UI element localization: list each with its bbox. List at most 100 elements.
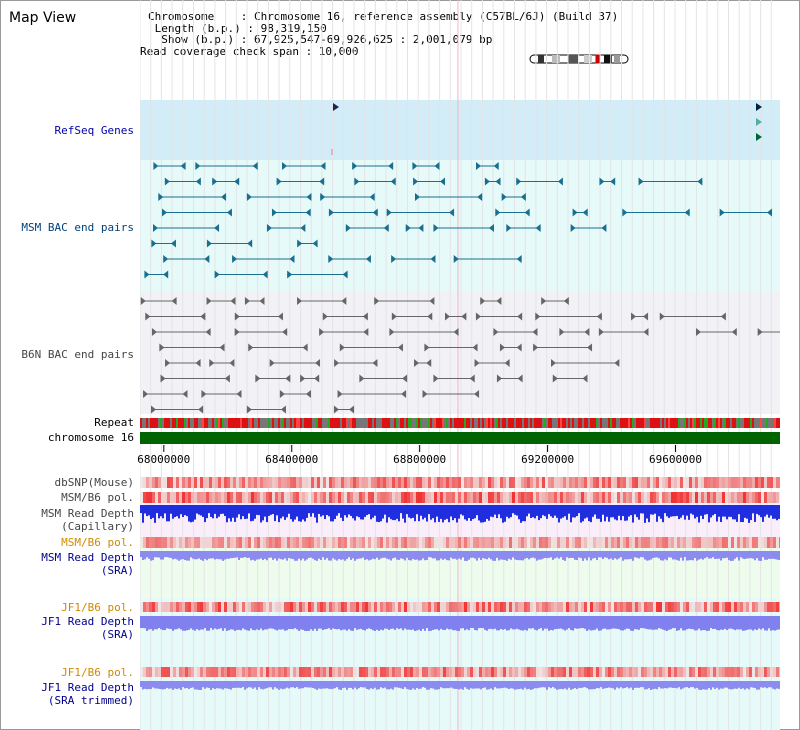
depth-bar [462,616,464,629]
depth-bar [218,616,220,629]
depth-bar [636,551,638,558]
heat-cell [614,492,617,503]
msm-bac-end [161,208,167,217]
depth-bar [426,551,428,560]
heat-cell [323,537,326,548]
depth-bar [310,551,312,558]
heat-cell [299,602,302,612]
repeat-seg [426,418,428,428]
depth-bar [198,616,200,631]
depth-bar [742,616,744,631]
depth-bar [650,681,652,690]
depth-bar [574,681,576,689]
repeat-seg [556,418,558,428]
depth-bar [704,681,706,690]
heat-cell [356,537,359,548]
heat-cell [368,667,371,677]
depth-bar [476,616,478,631]
heat-cell [719,602,722,612]
heat-cell [659,537,662,548]
b6n-bac-end [402,374,408,383]
depth-bar [574,551,576,560]
heat-cell [545,477,548,488]
heat-cell [152,602,155,612]
heat-cell [716,667,719,677]
depth-bar [576,616,578,629]
heat-cell [611,537,614,548]
depth-bar [294,551,296,561]
b6n-bac-end [159,343,165,352]
depth-bar [218,551,220,560]
repeat-seg [146,418,148,428]
heat-cell [194,537,197,548]
depth-bar [194,681,196,690]
msm-bac-end [383,224,389,232]
depth-bar [248,681,250,688]
heat-cell [548,667,551,677]
heat-cell [335,492,338,503]
depth-bar [592,551,594,559]
repeat-seg [626,418,628,428]
msm-bac-end [622,208,628,217]
heat-cell [533,537,536,548]
heat-cell [485,492,488,503]
heat-cell [764,667,767,677]
depth-bar [774,616,776,631]
depth-bar [778,551,780,561]
repeat-seg [228,418,230,428]
depth-bar [256,505,258,515]
heat-cell [608,537,611,548]
feature-tracks[interactable] [140,0,780,730]
heat-cell [509,667,512,677]
msm-bac-end [601,224,607,232]
depth-bar [394,616,396,630]
depth-bar [232,505,234,518]
repeat-seg [246,418,248,428]
heat-cell [575,492,578,503]
depth-bar [560,616,562,629]
depth-bar [438,505,440,522]
depth-bar [494,505,496,515]
depth-bar [614,551,616,559]
repeat-seg [382,418,384,428]
heat-cell [569,492,572,503]
repeat-seg [140,418,142,428]
depth-bar [468,551,470,560]
depth-bar [420,616,422,631]
heat-cell [623,667,626,677]
heat-cell [476,477,479,488]
chromosome-bar[interactable] [140,432,780,444]
heat-cell [284,667,287,677]
depth-bar [168,681,170,689]
heat-cell [230,477,233,488]
depth-bar [502,616,504,630]
depth-bar [444,681,446,689]
repeat-seg [304,418,306,428]
heat-cell [659,477,662,488]
repeat-seg [772,418,774,428]
heat-cell [338,667,341,677]
depth-bar [442,505,444,523]
heat-cell [398,492,401,503]
depth-bar [350,616,352,631]
depth-bar [348,616,350,630]
depth-bar [660,505,662,519]
heat-cell [602,492,605,503]
depth-bar [596,551,598,561]
heat-cell [296,667,299,677]
heat-cell [518,537,521,548]
msm-bac-end [572,208,578,217]
depth-bar [278,505,280,523]
heat-cell [533,667,536,677]
heat-cell [536,602,539,612]
repeat-seg [668,418,670,428]
heat-cell [746,667,749,677]
depth-bar [284,616,286,631]
depth-bar [628,551,630,560]
heat-cell [773,667,776,677]
depth-bar [746,616,748,630]
depth-bar [706,551,708,558]
heat-cell [254,602,257,612]
depth-bar [184,505,186,516]
heat-cell [170,667,173,677]
